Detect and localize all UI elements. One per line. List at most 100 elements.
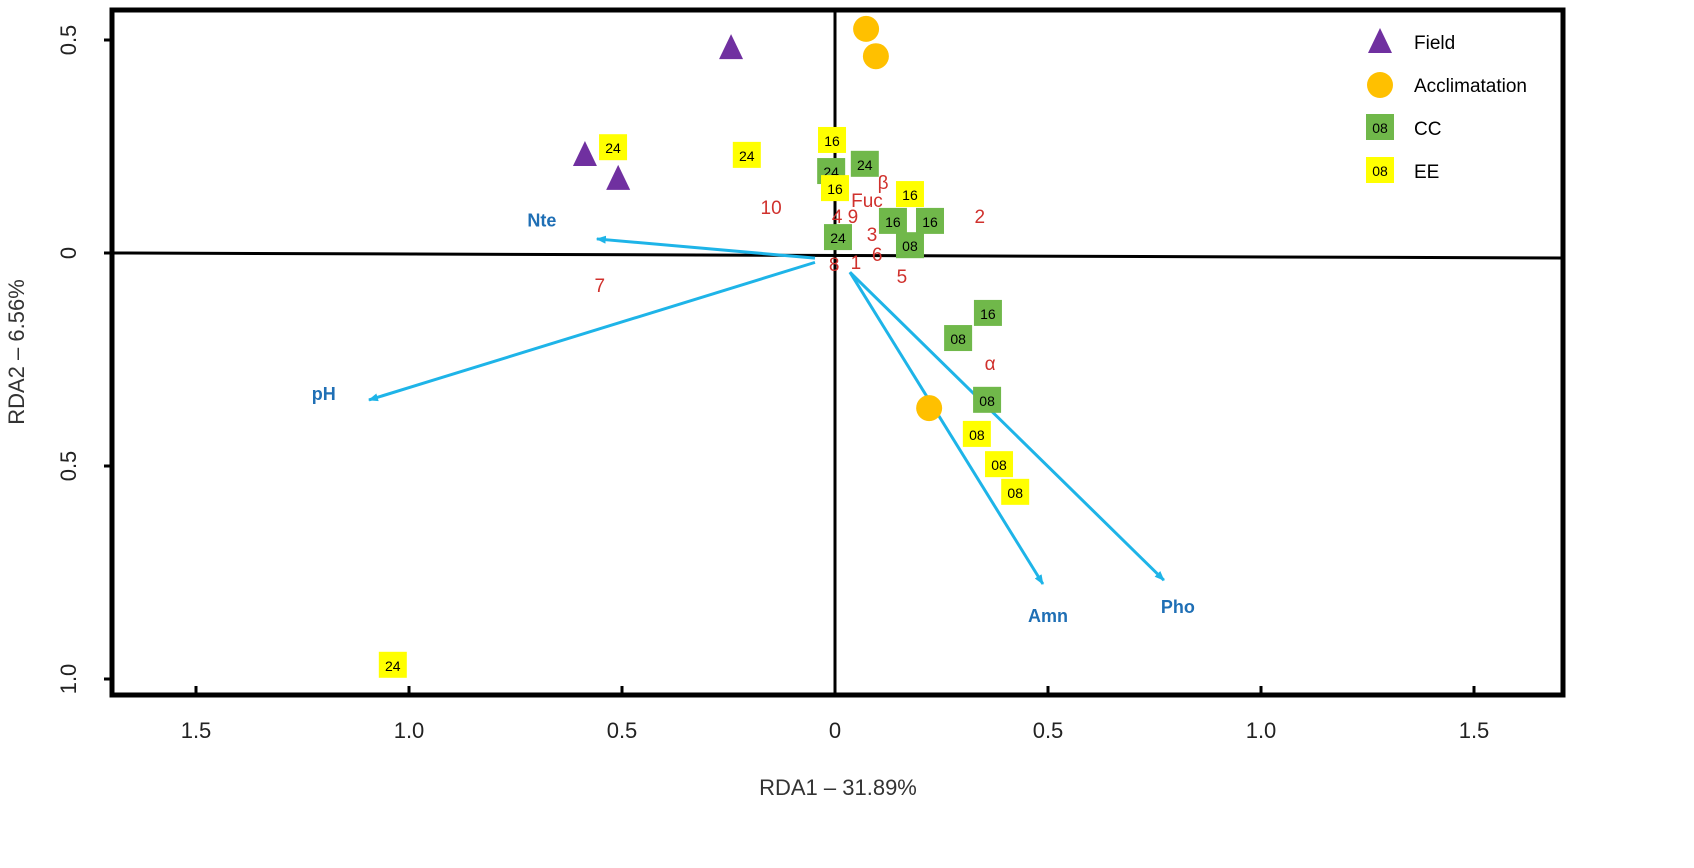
x-tick-label: 0.5: [607, 718, 638, 743]
point-ee: 08: [985, 451, 1014, 478]
point-cc: 08: [973, 386, 1002, 413]
vector-label-ph: pH: [312, 384, 336, 404]
vector-label-nte: Nte: [527, 211, 556, 231]
point-box: [1001, 478, 1030, 505]
point-label: 24: [739, 148, 755, 164]
point-box: [895, 232, 924, 259]
point-label: 16: [824, 133, 840, 149]
point-box: [599, 134, 628, 161]
point-label: 08: [950, 331, 966, 347]
species-label: 9: [848, 207, 859, 228]
point-acclimatation: [862, 43, 889, 70]
vector-arrow-pho: [848, 271, 1165, 582]
species-label: 4: [832, 207, 843, 228]
point-ee: 16: [818, 126, 847, 153]
point-cc: 24: [823, 224, 852, 251]
point-box: [821, 175, 849, 202]
point-label: 08: [902, 238, 918, 254]
species-label: β: [878, 173, 889, 194]
x-tick-label: 1.5: [181, 718, 212, 743]
vector-label-pho: Pho: [1161, 597, 1195, 617]
point-ee: 16: [895, 181, 924, 208]
point-cc: 16: [915, 207, 944, 234]
point-label: 08: [991, 457, 1007, 473]
point-field: [572, 141, 597, 167]
point-label: 16: [902, 187, 918, 203]
point-label: 16: [922, 214, 938, 230]
point-cc: 08: [944, 325, 973, 352]
x-axis-title: RDA1 – 31.89%: [759, 775, 917, 800]
point-box: [823, 224, 852, 251]
point-label: 24: [857, 157, 873, 173]
point-box: [378, 651, 407, 678]
legend-label-cc: CC: [1414, 119, 1441, 140]
point-cc: 16: [973, 299, 1002, 326]
point-label: 24: [605, 140, 621, 156]
species-label: 1: [851, 253, 862, 274]
x-tick-label: 1.5: [1459, 718, 1490, 743]
x-tick-label: 0: [829, 718, 841, 743]
point-field: [606, 164, 631, 190]
y-tick-label: 0.5: [56, 451, 81, 482]
point-label: 08: [969, 427, 985, 443]
species-label: 2: [975, 207, 986, 228]
legend-marker-acclimatation: [1367, 72, 1393, 98]
species-label: 7: [595, 276, 606, 297]
species-label: α: [985, 354, 996, 375]
point-ee: 08: [962, 420, 991, 447]
point-box: [962, 420, 991, 447]
point-label: 08: [979, 393, 995, 409]
point-label: 08: [1007, 485, 1023, 501]
y-tick-label: 0.5: [56, 25, 81, 56]
point-box: [985, 451, 1014, 478]
y-tick-label: 0: [56, 247, 81, 259]
vector-arrow-nte: [595, 235, 816, 260]
species-label: 8: [829, 255, 840, 276]
x-tick-label: 1.0: [394, 718, 425, 743]
point-acclimatation: [916, 395, 943, 422]
x-tick-label: 1.0: [1246, 718, 1277, 743]
point-ee: 16: [821, 175, 849, 202]
point-box: [1366, 157, 1394, 183]
vector-arrow-ph: [368, 260, 816, 402]
point-box: [850, 150, 879, 177]
legend-marker-ee: 08: [1366, 157, 1394, 183]
point-label: 24: [385, 658, 401, 674]
point-box: [944, 325, 973, 352]
species-label: 10: [761, 198, 782, 219]
point-box: [1366, 114, 1394, 140]
vector-arrow-amn: [848, 271, 1045, 585]
point-label: 08: [1372, 120, 1388, 136]
species-label: 5: [897, 267, 908, 288]
point-box: [818, 126, 847, 153]
point-cc: 08: [895, 232, 924, 259]
zero-line-horizontal: [111, 251, 1564, 260]
legend-label-field: Field: [1414, 33, 1455, 54]
point-label: 08: [1372, 163, 1388, 179]
species-label: 3: [867, 225, 878, 246]
plot-frame: [109, 7, 1566, 698]
point-box: [732, 141, 761, 168]
point-label: 16: [827, 181, 843, 197]
point-ee: 24: [378, 651, 407, 678]
species-label: Fuc: [851, 191, 883, 212]
point-box: [878, 207, 907, 234]
y-axis-title: RDA2 – 6.56%: [4, 279, 29, 425]
point-box: [973, 299, 1002, 326]
point-ee: 24: [732, 141, 761, 168]
point-box: [895, 181, 924, 208]
point-label: 16: [885, 214, 901, 230]
point-field: [719, 34, 744, 60]
point-acclimatation: [853, 15, 880, 42]
point-ee: 24: [599, 134, 628, 161]
x-tick-label: 0.5: [1033, 718, 1064, 743]
legend-marker-field: [1368, 28, 1392, 53]
point-box: [973, 386, 1002, 413]
point-label: 16: [980, 306, 996, 322]
point-box: [915, 207, 944, 234]
point-cc: 24: [850, 150, 879, 177]
legend-marker-cc: 08: [1366, 114, 1394, 140]
point-ee: 08: [1001, 478, 1030, 505]
legend-label-acclimatation: Acclimatation: [1414, 76, 1527, 97]
